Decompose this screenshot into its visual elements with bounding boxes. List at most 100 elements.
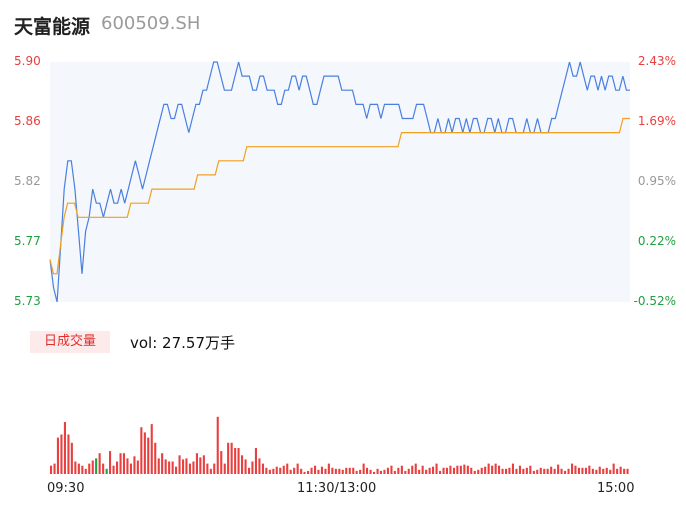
volume-bar bbox=[379, 470, 382, 474]
volume-bar bbox=[237, 448, 240, 474]
volume-bar bbox=[150, 424, 153, 474]
volume-bar bbox=[605, 467, 608, 474]
average-price-line bbox=[49, 117, 630, 275]
y-tick-left: 5.77 bbox=[14, 234, 41, 248]
volume-bar bbox=[91, 460, 94, 474]
volume-bar bbox=[543, 468, 546, 474]
volume-bar bbox=[220, 451, 223, 474]
volume-bar bbox=[459, 465, 462, 474]
volume-bar bbox=[522, 468, 525, 474]
volume-bar bbox=[505, 468, 508, 474]
volume-bar bbox=[56, 437, 59, 474]
volume-total: vol: 27.57万手 bbox=[130, 334, 235, 352]
volume-bar bbox=[227, 442, 230, 474]
volume-bar bbox=[133, 456, 136, 474]
volume-bar bbox=[268, 469, 271, 474]
y-tick-left: 5.86 bbox=[14, 114, 41, 128]
volume-bar bbox=[345, 467, 348, 474]
volume-bar bbox=[501, 468, 504, 474]
volume-bar bbox=[182, 459, 185, 474]
volume-bar bbox=[359, 469, 362, 474]
volume-bar bbox=[300, 468, 303, 474]
volume-bar bbox=[491, 465, 494, 474]
volume-bar bbox=[206, 463, 209, 474]
y-tick-right: 0.95% bbox=[637, 174, 676, 188]
volume-bar bbox=[77, 463, 80, 474]
volume-bar bbox=[334, 468, 337, 474]
volume-bar bbox=[314, 465, 317, 474]
volume-bar bbox=[175, 466, 178, 474]
volume-bar bbox=[518, 465, 521, 474]
volume-bar bbox=[539, 467, 542, 474]
volume-bar bbox=[282, 465, 285, 474]
volume-bar bbox=[463, 464, 466, 474]
volume-bar bbox=[449, 465, 452, 474]
volume-bar bbox=[477, 469, 480, 474]
volume-bar bbox=[470, 467, 473, 474]
volume-bar bbox=[109, 451, 112, 474]
volume-bar bbox=[102, 463, 105, 474]
volume-bar bbox=[352, 467, 355, 474]
volume-bar bbox=[286, 463, 289, 474]
volume-bar bbox=[487, 463, 490, 474]
volume-bar bbox=[251, 461, 254, 474]
volume-bar bbox=[98, 453, 101, 474]
volume-layer bbox=[50, 416, 629, 474]
volume-bar bbox=[432, 466, 435, 474]
volume-bar bbox=[567, 468, 570, 474]
volume-bar bbox=[584, 467, 587, 474]
volume-bar bbox=[473, 470, 476, 474]
volume-bar bbox=[331, 467, 334, 474]
volume-bar bbox=[532, 470, 535, 474]
volume-bar bbox=[296, 463, 299, 474]
volume-bar bbox=[536, 469, 539, 474]
volume-bar bbox=[261, 463, 264, 474]
volume-bar bbox=[178, 455, 181, 474]
volume-bar bbox=[310, 467, 313, 474]
volume-bar bbox=[574, 465, 577, 474]
volume-bar bbox=[609, 469, 612, 474]
volume-bar bbox=[397, 467, 400, 474]
volume-bar bbox=[425, 469, 428, 474]
volume-bar bbox=[511, 463, 514, 474]
volume-bar bbox=[168, 461, 171, 474]
volume-bar bbox=[508, 467, 511, 474]
x-tick: 11:30/13:00 bbox=[297, 481, 377, 496]
volume-bar bbox=[154, 442, 157, 474]
volume-bar bbox=[404, 470, 407, 474]
volume-bar bbox=[362, 463, 365, 474]
volume-bar bbox=[515, 468, 518, 474]
volume-bar bbox=[143, 432, 146, 474]
volume-bar bbox=[327, 463, 330, 474]
volume-bar bbox=[213, 463, 216, 474]
volume-bar bbox=[63, 422, 66, 474]
volume-bar bbox=[466, 465, 469, 474]
volume-bar bbox=[136, 460, 139, 474]
volume-bar bbox=[164, 459, 167, 474]
volume-bar bbox=[623, 468, 626, 474]
volume-bar bbox=[529, 465, 532, 474]
volume-bar bbox=[577, 467, 580, 474]
volume-bar bbox=[494, 463, 497, 474]
volume-badge[interactable]: 日成交量 bbox=[30, 331, 110, 353]
volume-bar bbox=[411, 465, 414, 474]
volume-bar bbox=[199, 457, 202, 474]
volume-bar bbox=[550, 466, 553, 474]
volume-bar bbox=[53, 463, 56, 474]
volume-bar bbox=[195, 453, 198, 474]
volume-bar bbox=[188, 463, 191, 474]
y-tick-right: 1.69% bbox=[637, 114, 676, 128]
volume-bar bbox=[602, 468, 605, 474]
volume-bar bbox=[265, 467, 268, 474]
volume-bar bbox=[338, 468, 341, 474]
volume-bar bbox=[595, 469, 598, 474]
volume-bar bbox=[289, 469, 292, 474]
volume-bar bbox=[88, 463, 91, 474]
volume-bar bbox=[84, 468, 87, 474]
volume-bar bbox=[421, 465, 424, 474]
volume-bar bbox=[324, 468, 327, 474]
y-tick-left: 5.82 bbox=[14, 174, 41, 188]
volume-bar bbox=[588, 465, 591, 474]
volume-bar bbox=[571, 463, 574, 474]
